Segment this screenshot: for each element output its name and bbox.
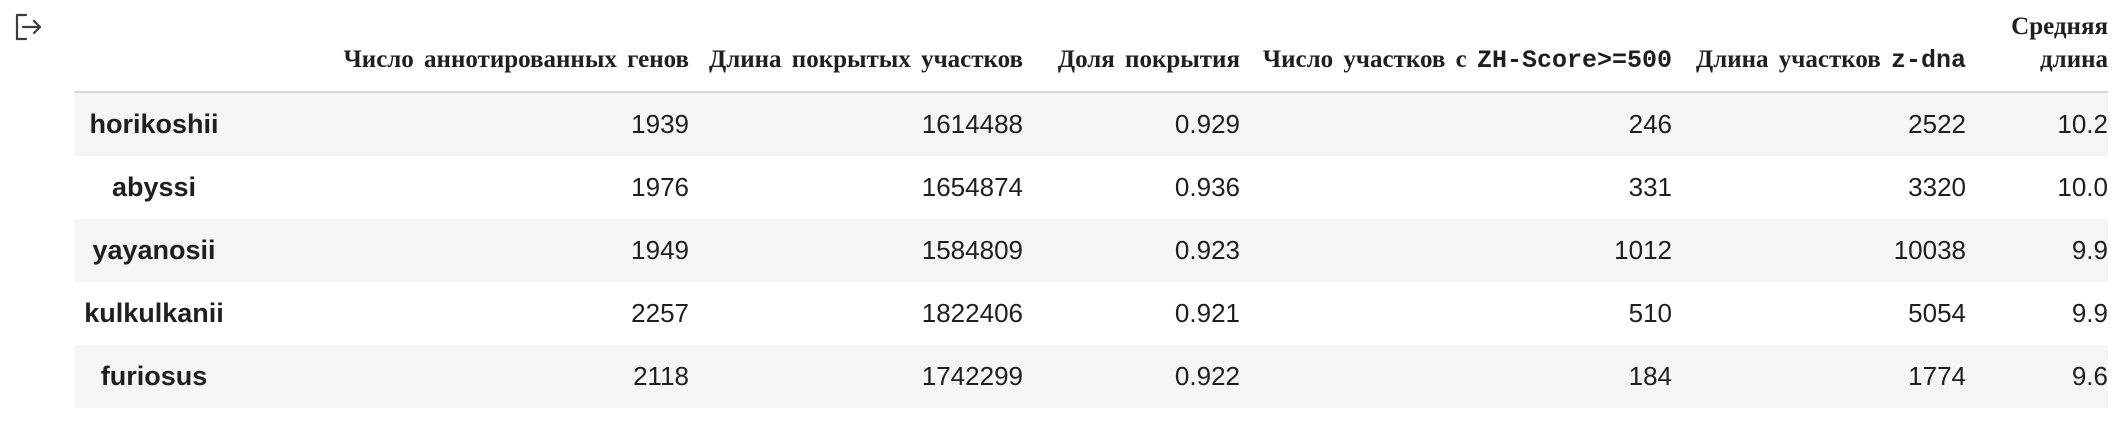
column-header: Число участков с ZH-Score>=500 — [1240, 10, 1672, 93]
table-cell: 9.6 — [2071, 361, 2108, 391]
table-row: furiosus 2118 1742299 0.922 184 1774 9.6 — [74, 345, 2108, 408]
row-index: kulkulkanii — [84, 298, 224, 328]
table-cell: 0.922 — [1174, 361, 1240, 391]
table-row: abyssi 1976 1654874 0.936 331 3320 10.0 — [74, 156, 2108, 219]
row-index: horikoshii — [89, 109, 219, 139]
table-cell: 1654874 — [921, 172, 1023, 202]
table-cell: 5054 — [1908, 298, 1966, 328]
table-row: horikoshii 1939 1614488 0.929 246 2522 1… — [74, 92, 2108, 156]
table-cell: 1822406 — [921, 298, 1023, 328]
table-cell: 0.929 — [1174, 109, 1240, 139]
column-header: Доля покрытия — [1023, 10, 1240, 93]
table-cell: 0.921 — [1174, 298, 1240, 328]
table-cell: 10.2 — [2057, 109, 2108, 139]
column-header: Число аннотированных генов — [234, 10, 689, 93]
table-cell: 3320 — [1908, 172, 1966, 202]
table-cell: 1742299 — [921, 361, 1023, 391]
table-cell: 9.9 — [2071, 235, 2108, 265]
table-cell: 1614488 — [921, 109, 1023, 139]
table-cell: 10038 — [1893, 235, 1966, 265]
output-arrow-icon — [12, 12, 46, 46]
index-header — [74, 10, 234, 93]
table-cell: 331 — [1628, 172, 1672, 202]
table-row: yayanosii 1949 1584809 0.923 1012 10038 … — [74, 219, 2108, 282]
header-row: Число аннотированных генов Длина покрыты… — [74, 10, 2108, 93]
dataframe-table: Число аннотированных генов Длина покрыты… — [74, 10, 2108, 408]
table-row: kulkulkanii 2257 1822406 0.921 510 5054 … — [74, 282, 2108, 345]
table-cell: 0.923 — [1174, 235, 1240, 265]
table-cell: 10.0 — [2057, 172, 2108, 202]
row-index: abyssi — [111, 172, 197, 202]
row-index: yayanosii — [92, 235, 216, 265]
table-cell: 1584809 — [921, 235, 1023, 265]
table-cell: 1949 — [631, 235, 689, 265]
table-header: Число аннотированных генов Длина покрыты… — [74, 10, 2108, 93]
table-cell: 0.936 — [1174, 172, 1240, 202]
table-cell: 1976 — [631, 172, 689, 202]
table-cell: 2257 — [631, 298, 689, 328]
column-header: Средняя длина — [1966, 10, 2108, 93]
table-cell: 1774 — [1908, 361, 1966, 391]
row-index: furiosus — [100, 361, 208, 391]
table-cell: 246 — [1628, 109, 1672, 139]
table-cell: 1012 — [1614, 235, 1672, 265]
table-cell: 9.9 — [2071, 298, 2108, 328]
column-header: Длина покрытых участков — [689, 10, 1023, 93]
table-body: horikoshii 1939 1614488 0.929 246 2522 1… — [74, 92, 2108, 408]
table-cell: 1939 — [631, 109, 689, 139]
table-cell: 510 — [1628, 298, 1672, 328]
column-header: Длина участков z-dna — [1672, 10, 1966, 93]
table-cell: 2118 — [633, 361, 689, 391]
table-cell: 184 — [1628, 361, 1672, 391]
table-cell: 2522 — [1908, 109, 1966, 139]
